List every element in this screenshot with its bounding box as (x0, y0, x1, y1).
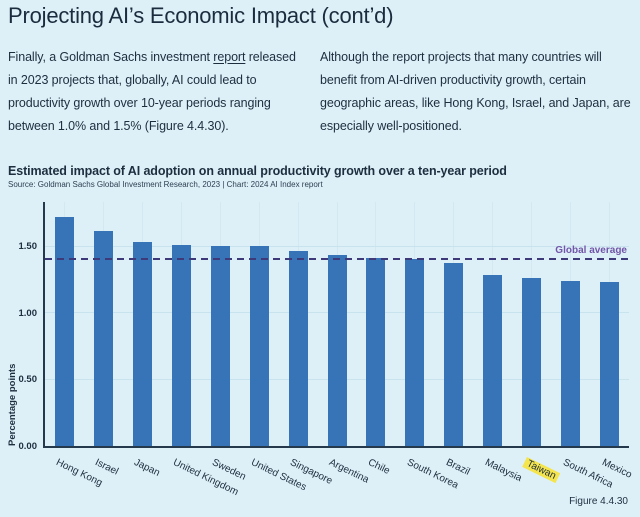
bar-israel (93, 231, 113, 446)
chart-title: Estimated impact of AI adoption on annua… (8, 164, 507, 178)
x-axis-label-japan: Japan (132, 457, 162, 479)
y-tick-label: 0.00 (18, 441, 38, 452)
global-average-line (45, 258, 629, 261)
bar-singapore (288, 251, 308, 446)
x-axis-label-united-kingdom: United Kingdom (171, 457, 241, 499)
bar-brazil (444, 263, 464, 446)
bar-sweden (210, 246, 230, 446)
bar-united-states (249, 246, 269, 446)
intro-right-paragraph: Although the report projects that many c… (320, 50, 631, 133)
x-axis-label-malaysia: Malaysia (482, 457, 524, 485)
bar-south-korea (405, 259, 425, 446)
bar-south-africa (561, 280, 581, 446)
bar-malaysia (483, 275, 503, 446)
figure-label: Figure 4.4.30 (569, 496, 628, 507)
intro-left-text-cont: released in 2023 projects that, globally… (8, 50, 296, 133)
global-average-label: Global average (555, 245, 627, 257)
y-tick-label: 1.50 (18, 241, 38, 252)
bar-chile (366, 258, 386, 446)
y-tick-label: 1.00 (18, 307, 38, 319)
y-tick-label: 0.50 (18, 374, 38, 386)
plot-area: Percentage points 0.00 0.50 1.00 1.50 Hong K… (7, 202, 633, 498)
bar-mexico (600, 282, 620, 446)
intro-left-text: Finally, a Goldman Sachs investment (8, 50, 214, 64)
x-axis-label-israel: Israel (93, 457, 121, 478)
page-title: Projecting AI’s Economic Impact (cont’d) (8, 3, 394, 28)
bar-japan (132, 242, 152, 446)
bar-taiwan (522, 278, 542, 446)
y-axis-label: Percentage points (7, 363, 18, 446)
bar-united-kingdom (171, 244, 191, 446)
x-axis-label-taiwan: Taiwan (521, 457, 561, 484)
x-axis-label-chile: Chile (366, 457, 392, 477)
x-axis-label-argentina: Argentina (327, 457, 371, 486)
report-link[interactable]: report (213, 50, 246, 64)
bar-argentina (327, 255, 347, 446)
intro-left-paragraph: Finally, a Goldman Sachs investment repo… (8, 46, 308, 138)
chart-source: Source: Goldman Sachs Global Investment … (8, 180, 323, 189)
bar-hong-kong (54, 216, 74, 446)
horizontal-gridline (45, 245, 629, 247)
